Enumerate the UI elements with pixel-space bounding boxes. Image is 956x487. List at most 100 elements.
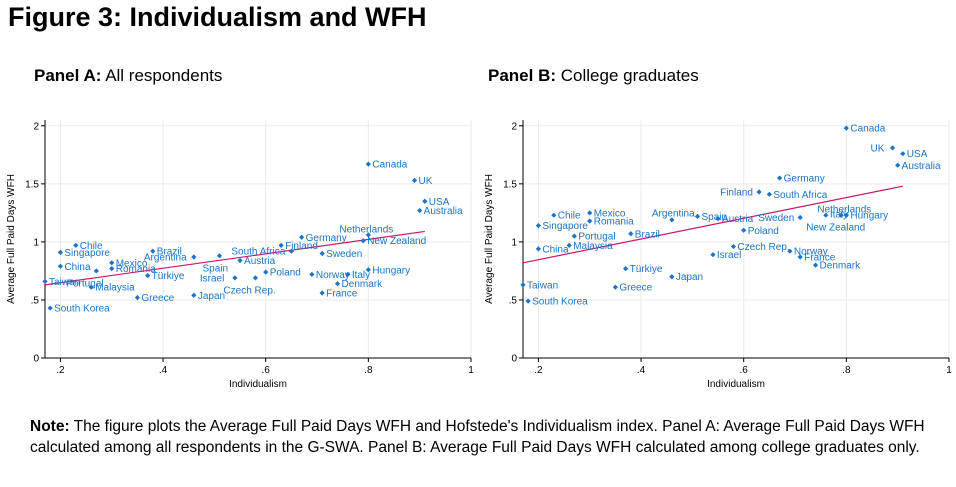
fitted-line [522,185,903,264]
data-point [587,210,593,216]
y-tick-label: .5 [509,295,518,306]
point-label: Türkiye [630,264,663,275]
y-tick-label: 0 [511,354,517,365]
x-tick-label: .2 [534,365,543,376]
point-label: Japan [198,291,225,302]
panel-a-label: Panel A: [34,66,102,85]
data-point [47,305,53,311]
point-label: Australia [902,161,941,172]
data-point [587,218,593,224]
point-label: Finland [285,241,318,252]
x-tick-label: .2 [56,365,65,376]
point-label: Mexico [116,258,148,269]
point-label: Japan [676,272,703,283]
point-label: Italy [830,210,848,221]
point-label: Türkiye [152,271,185,282]
point-label: Poland [748,226,779,237]
point-label: Mexico [594,208,626,219]
point-label: Canada [372,160,407,171]
point-label: Hungary [850,211,888,222]
data-point [263,269,269,275]
figure-title: Figure 3: Individualism and WFH [8,2,427,32]
data-point [535,246,541,252]
data-point [417,207,423,214]
figure-note: Note: The figure plots the Average Full … [30,416,940,458]
data-point [669,217,675,223]
point-label: Austria [722,214,754,225]
point-label: France [326,288,358,299]
point-label: Germany [306,233,347,244]
data-point [109,260,115,266]
y-tick-label: 1 [511,237,517,248]
point-label: Israel [717,250,741,261]
data-point [777,175,783,181]
data-point [88,284,94,290]
point-label: Malaysia [573,241,613,252]
point-label: Austria [244,256,276,267]
panel-a-subtitle: All respondents [105,66,223,85]
data-point [252,275,259,281]
point-label: South Africa [773,190,827,201]
data-point [571,233,577,239]
x-tick-label: 1 [468,365,474,376]
data-point [730,243,737,250]
data-point [237,257,243,264]
data-point [843,212,849,218]
point-label: Chile [558,211,581,222]
data-point [57,249,63,255]
data-point [134,295,140,301]
x-tick-label: .4 [159,365,168,376]
data-point [766,191,772,197]
data-point [669,274,675,280]
data-point [42,278,48,284]
panel-a-scatter-chart: 0 .5 1 1.5 2 .2 .4 .6 .8 1 Individualism Average Fu… [6,120,474,390]
y-tick-label: 2 [33,121,39,132]
data-point [299,234,305,240]
data-point [145,272,151,279]
y-tick-label: 0 [33,354,39,365]
point-label: Germany [784,174,825,185]
data-point [812,262,819,268]
x-tick-label: .6 [262,365,271,376]
x-axis-title: Individualism [229,379,287,390]
data-point [93,268,99,274]
panel-a-title: Panel A: All respondents [34,66,222,86]
point-label: Australia [424,206,463,217]
point-label: Poland [270,268,301,279]
point-label: Italy [352,270,370,281]
data-point [57,263,63,269]
y-axis-title: Average Full Paid Days WFH [6,174,17,304]
point-label: Canada [850,124,885,135]
point-label: Sweden [326,249,362,260]
point-label: Greece [619,283,652,294]
point-label: Netherlands [339,224,393,235]
point-label: USA [907,149,928,160]
x-tick-label: .8 [364,365,373,376]
point-label: Denmark [820,261,862,272]
data-point [191,254,197,260]
note-text: The figure plots the Average Full Paid D… [30,418,925,456]
y-axis-title: Average Full Paid Days WFH [484,174,495,304]
x-tick-label: 1 [946,365,952,376]
x-axis-title: Individualism [707,379,765,390]
point-label: Hungary [372,265,410,276]
point-label: Romania [116,264,156,275]
y-tick-label: 1.5 [25,179,39,190]
point-label: UK [419,176,433,187]
data-point [278,242,284,248]
data-point [365,232,371,238]
data-point [715,216,721,222]
point-label: Chile [80,241,103,252]
data-point [710,252,716,258]
point-label: Brazil [635,229,660,240]
data-point [551,212,557,218]
data-point [823,212,829,218]
data-point [319,290,325,296]
data-point [191,292,197,298]
data-point [422,198,428,204]
data-point [694,213,701,219]
point-label: Brazil [157,247,182,258]
data-point [525,298,531,304]
point-label: Czech Rep. [223,285,275,296]
data-point [628,231,634,237]
